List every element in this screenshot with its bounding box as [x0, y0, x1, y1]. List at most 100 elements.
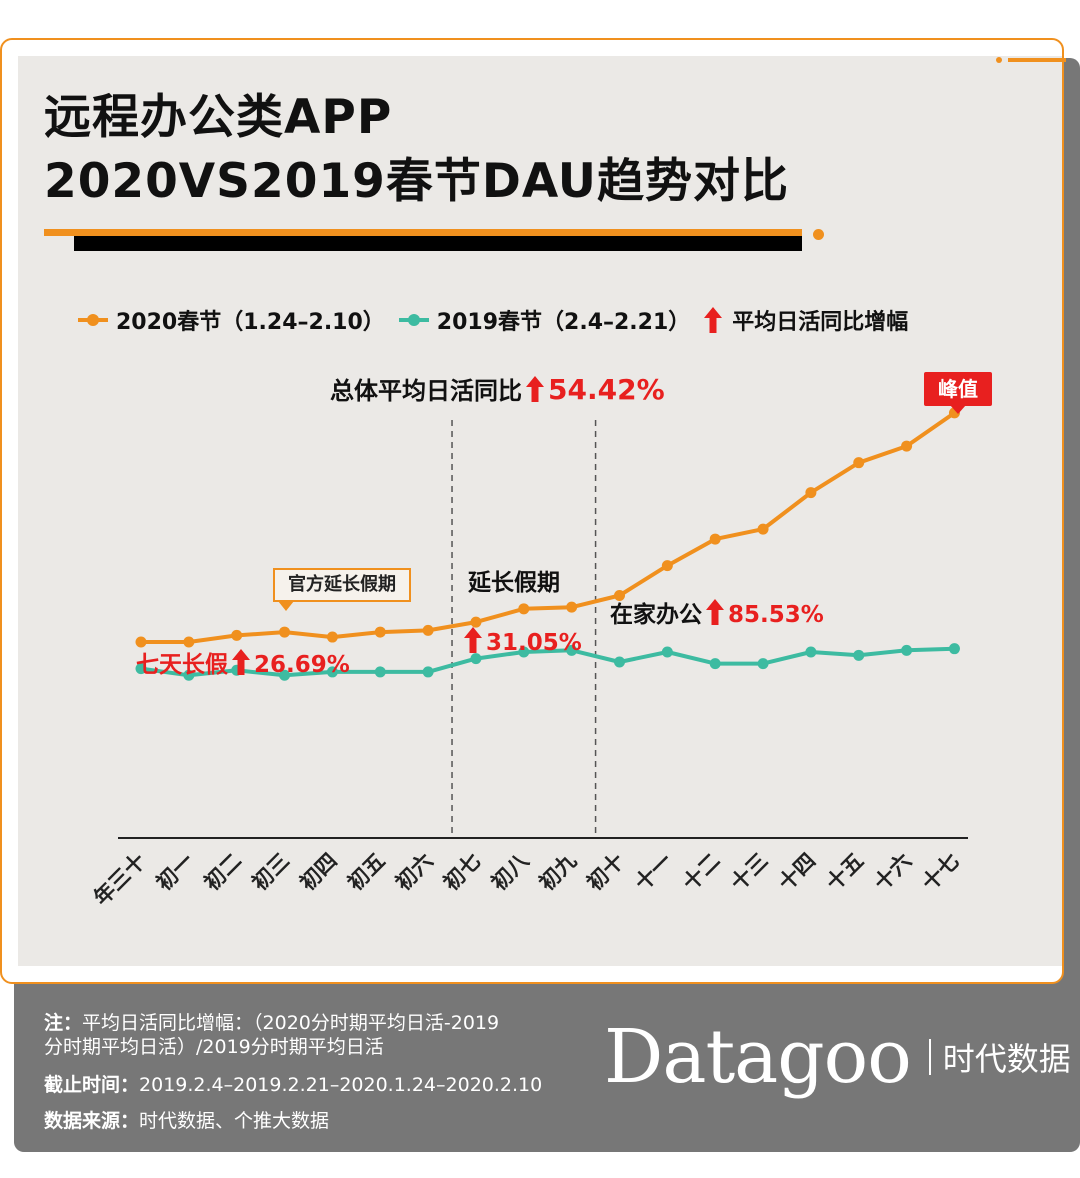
seven-day-annotation: 七天长假 26.69% [136, 648, 350, 682]
title-underline-dot [813, 229, 824, 240]
title-underline-black [74, 236, 802, 251]
brand-logo: Datagoo 时代数据 [604, 1012, 1071, 1102]
legend-item-2019: 2019春节（2.4–2.21） [398, 304, 691, 336]
x-tick-label: 十三 [726, 849, 773, 896]
cutoff-label: 截止时间： [44, 1074, 140, 1096]
source-value: 时代数据、个推大数据 [139, 1110, 330, 1132]
x-tick-label: 十七 [917, 849, 964, 896]
extended-value: 31.05% [486, 630, 582, 656]
data-point-1-7 [470, 653, 482, 665]
data-point-0-9 [566, 601, 578, 613]
data-point-1-11 [661, 646, 673, 658]
legend-label-2019: 2019春节（2.4–2.21） [436, 310, 691, 335]
data-point-1-10 [614, 656, 625, 668]
red-up-arrow-icon [526, 376, 544, 402]
data-point-1-15 [853, 649, 865, 661]
data-point-1-4 [326, 666, 338, 678]
note-label: 注： [44, 1012, 83, 1034]
red-up-arrow-icon [464, 627, 482, 653]
data-point-0-4 [326, 631, 338, 643]
legend-item-2020: 2020春节（1.24–2.10） [78, 304, 385, 336]
data-point-1-12 [709, 658, 721, 670]
series-line-1 [140, 646, 955, 678]
x-tick-label: 十六 [869, 849, 916, 896]
x-tick-label: 初一 [152, 849, 199, 896]
title-line-2: 2020VS2019春节DAU趋势对比 [44, 154, 789, 209]
legend-label-2020: 2020春节（1.24–2.10） [116, 310, 385, 335]
data-point-1-1 [183, 669, 195, 681]
cutoff-row: 截止时间：2019.2.4–2019.2.21–2020.1.24–2020.2… [44, 1072, 542, 1098]
legend-swatch-2019 [398, 310, 429, 330]
peak-badge: 峰值 [924, 372, 992, 406]
data-point-1-5 [374, 666, 386, 678]
data-point-1-0 [135, 663, 147, 675]
red-up-arrow-icon [232, 649, 250, 675]
data-point-0-13 [757, 523, 769, 535]
x-tick-label: 十一 [630, 849, 677, 896]
data-point-0-2 [231, 629, 243, 641]
official-extension-callout: 官方延长假期 [273, 568, 411, 602]
data-point-1-9 [566, 644, 578, 656]
data-point-0-3 [279, 626, 291, 638]
title-line-1: 远程办公类APP [44, 90, 393, 145]
data-point-1-8 [518, 646, 530, 658]
legend-item-arrow: 平均日活同比增幅 [704, 304, 908, 336]
legend-label-arrow: 平均日活同比增幅 [732, 310, 909, 335]
x-tick-label: 初七 [439, 849, 486, 896]
x-tick-label: 初二 [200, 849, 247, 896]
data-point-0-16 [901, 440, 913, 452]
data-point-1-16 [901, 644, 913, 656]
legend-swatch-2020 [78, 310, 108, 330]
x-tick-label: 初五 [343, 849, 390, 896]
source-row: 数据来源：时代数据、个推大数据 [44, 1108, 329, 1134]
x-tick-label: 十四 [774, 849, 821, 896]
data-point-0-8 [518, 603, 530, 615]
data-point-0-6 [422, 624, 434, 636]
x-tick-label: 初三 [247, 849, 294, 896]
data-point-0-15 [853, 457, 865, 469]
brand-name: Datagoo [604, 1014, 912, 1100]
corner-dash [1008, 58, 1066, 62]
chart-panel [18, 56, 1062, 966]
x-tick-label: 年三十 [89, 849, 151, 911]
home-office-label: 在家办公 [610, 602, 702, 628]
data-point-0-7 [470, 616, 482, 628]
x-tick-label: 初四 [295, 849, 342, 896]
corner-dot [996, 57, 1002, 63]
chart-legend: 2020春节（1.24–2.10） 2019春节（2.4–2.21） 平均日活同… [78, 300, 922, 340]
x-tick-label: 初六 [391, 849, 438, 896]
series-line-0 [141, 411, 956, 644]
note-row-2: 分时期平均日活）/2019分时期平均日活 [44, 1034, 384, 1060]
data-point-1-17 [948, 643, 960, 655]
overall-label: 总体平均日活同比 [330, 377, 522, 405]
data-point-0-14 [805, 487, 817, 499]
x-tick-label: 十五 [822, 849, 869, 896]
extended-annotation: 31.05% [460, 626, 582, 660]
red-up-arrow-icon [704, 307, 723, 333]
data-point-0-0 [135, 636, 147, 648]
data-point-0-12 [709, 533, 721, 545]
source-label: 数据来源： [44, 1110, 140, 1132]
seven-day-value: 26.69% [254, 652, 350, 678]
peak-badge-tail [950, 405, 966, 414]
overall-annotation: 总体平均日活同比 54.42% [330, 372, 665, 409]
brand-separator [928, 1039, 931, 1075]
note-row: 注：平均日活同比增幅：（2020分时期平均日活-2019 [44, 1010, 499, 1036]
brand-subtitle: 时代数据 [942, 1040, 1071, 1078]
data-point-1-13 [757, 658, 769, 670]
overall-value: 54.42% [548, 373, 665, 406]
x-tick-label: 初十 [582, 849, 629, 896]
cutoff-value: 2019.2.4–2019.2.21–2020.1.24–2020.2.10 [139, 1074, 543, 1096]
home-office-annotation: 在家办公 85.53% [610, 598, 824, 632]
data-point-1-6 [422, 666, 434, 678]
x-tick-label: 十二 [678, 849, 725, 896]
data-point-0-5 [374, 626, 386, 638]
home-office-value: 85.53% [728, 602, 824, 628]
title-underline-orange [44, 229, 802, 236]
data-point-1-3 [279, 669, 291, 681]
chart-title: 远程办公类APP 2020VS2019春节DAU趋势对比 [44, 86, 789, 214]
x-tick-label: 初八 [487, 848, 534, 895]
data-point-0-11 [661, 560, 673, 572]
note-text-2: 分时期平均日活）/2019分时期平均日活 [44, 1036, 384, 1058]
